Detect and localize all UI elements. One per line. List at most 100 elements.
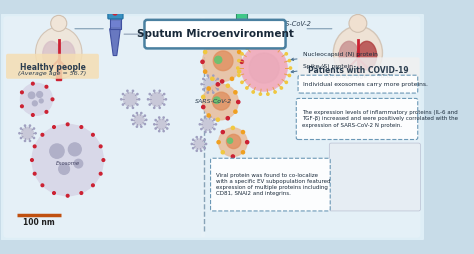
Circle shape: [226, 84, 229, 87]
Circle shape: [39, 99, 43, 103]
Circle shape: [66, 123, 69, 126]
Circle shape: [226, 41, 227, 42]
Circle shape: [163, 131, 164, 132]
Circle shape: [214, 97, 220, 103]
Circle shape: [219, 128, 247, 156]
Circle shape: [285, 53, 287, 55]
Circle shape: [210, 23, 211, 25]
Circle shape: [141, 126, 142, 127]
FancyBboxPatch shape: [210, 158, 330, 211]
Circle shape: [207, 92, 209, 93]
Circle shape: [230, 43, 234, 46]
Circle shape: [230, 44, 231, 45]
Circle shape: [201, 150, 202, 151]
Circle shape: [122, 93, 124, 95]
Circle shape: [33, 172, 36, 175]
Circle shape: [224, 36, 226, 37]
Circle shape: [231, 126, 235, 130]
Circle shape: [214, 129, 215, 130]
Circle shape: [259, 41, 262, 43]
Circle shape: [220, 80, 224, 83]
Circle shape: [123, 92, 137, 106]
Circle shape: [207, 87, 210, 90]
Circle shape: [159, 90, 160, 91]
FancyBboxPatch shape: [0, 12, 426, 242]
Circle shape: [226, 117, 229, 120]
Circle shape: [51, 15, 67, 31]
Circle shape: [246, 141, 249, 144]
Circle shape: [20, 91, 23, 94]
Circle shape: [201, 105, 205, 109]
Circle shape: [59, 164, 70, 174]
FancyBboxPatch shape: [145, 20, 285, 49]
Circle shape: [201, 119, 202, 120]
Circle shape: [100, 172, 102, 175]
Circle shape: [239, 31, 240, 33]
Ellipse shape: [333, 26, 383, 80]
Circle shape: [20, 128, 22, 129]
Circle shape: [220, 41, 224, 44]
Bar: [237, 11, 247, 20]
Circle shape: [267, 41, 269, 43]
Circle shape: [31, 159, 33, 161]
Circle shape: [199, 27, 201, 28]
Circle shape: [201, 84, 202, 85]
Circle shape: [138, 99, 140, 100]
Circle shape: [204, 139, 205, 140]
Circle shape: [274, 91, 276, 93]
Circle shape: [199, 124, 201, 125]
FancyBboxPatch shape: [6, 54, 99, 79]
Circle shape: [211, 43, 214, 46]
Circle shape: [193, 139, 204, 149]
Circle shape: [196, 137, 197, 138]
Circle shape: [41, 184, 44, 187]
Circle shape: [20, 83, 53, 115]
Circle shape: [31, 82, 34, 85]
Circle shape: [155, 128, 156, 129]
Circle shape: [252, 43, 255, 45]
Circle shape: [166, 128, 168, 129]
Circle shape: [237, 67, 239, 69]
Circle shape: [217, 33, 219, 34]
Circle shape: [21, 127, 34, 139]
Text: Individual exosomes carry more proteins.: Individual exosomes carry more proteins.: [303, 82, 428, 87]
Circle shape: [154, 107, 155, 108]
Circle shape: [285, 81, 287, 84]
Bar: [237, 13, 246, 18]
Circle shape: [241, 131, 245, 134]
Circle shape: [156, 119, 167, 130]
Circle shape: [203, 77, 218, 91]
FancyBboxPatch shape: [329, 143, 420, 211]
Circle shape: [45, 85, 48, 88]
Circle shape: [203, 50, 207, 54]
Circle shape: [91, 184, 94, 187]
Circle shape: [201, 137, 202, 138]
Circle shape: [201, 129, 202, 130]
Circle shape: [28, 92, 35, 99]
Circle shape: [267, 93, 269, 95]
Circle shape: [24, 125, 26, 126]
Circle shape: [50, 144, 64, 158]
Ellipse shape: [57, 41, 75, 68]
Circle shape: [234, 91, 237, 94]
Circle shape: [102, 159, 105, 161]
Circle shape: [80, 192, 82, 194]
Circle shape: [217, 89, 219, 90]
Circle shape: [32, 101, 37, 106]
Circle shape: [192, 148, 194, 149]
Circle shape: [227, 134, 241, 149]
Circle shape: [249, 53, 279, 83]
Ellipse shape: [357, 41, 377, 70]
FancyBboxPatch shape: [235, 4, 249, 12]
Circle shape: [33, 137, 35, 139]
Circle shape: [127, 90, 128, 91]
Circle shape: [280, 87, 283, 89]
Circle shape: [196, 150, 197, 151]
Circle shape: [210, 131, 211, 133]
Circle shape: [216, 83, 219, 86]
Circle shape: [213, 75, 214, 76]
Text: Viral protein was found to co-localize
with a specific EV subpopulation featured: Viral protein was found to co-localize w…: [216, 173, 330, 196]
Circle shape: [237, 59, 240, 62]
Circle shape: [280, 47, 283, 49]
Text: Patients with COVID-19: Patients with COVID-19: [309, 66, 409, 75]
